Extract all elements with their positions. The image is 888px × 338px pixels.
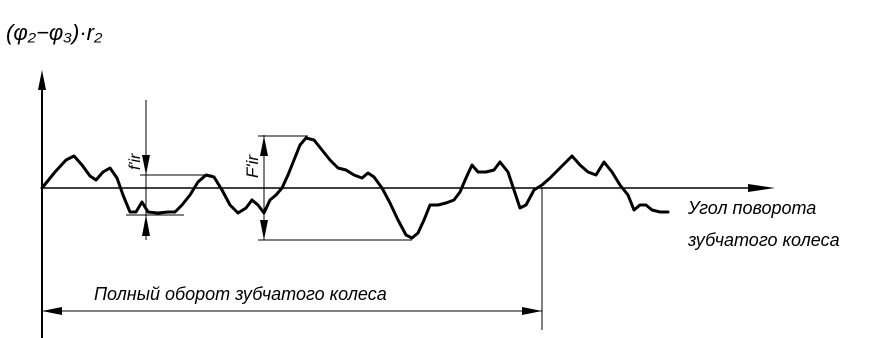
full-turn-arrow-left <box>42 307 62 315</box>
y-axis-arrowhead <box>38 70 46 90</box>
error-curve <box>40 136 670 240</box>
Fir-arrow-top <box>260 136 268 156</box>
fir-arrow-top <box>142 155 150 175</box>
Fir-arrow-bottom <box>260 220 268 240</box>
fir-label: f'ir <box>127 153 144 170</box>
full-turn-arrow-right <box>522 307 542 315</box>
x-axis-arrowhead <box>748 184 775 192</box>
y-axis-label: (φ₂−φ₃)·r₂ <box>6 20 103 45</box>
x-axis-label-line2: зубчатого колеса <box>687 230 840 250</box>
x-axis-label-line1: Угол поворота <box>687 198 816 218</box>
fir-arrow-bottom <box>142 215 150 236</box>
Fir-label: F'ir <box>243 154 262 178</box>
full-turn-label: Полный оборот зубчатого колеса <box>94 284 387 304</box>
